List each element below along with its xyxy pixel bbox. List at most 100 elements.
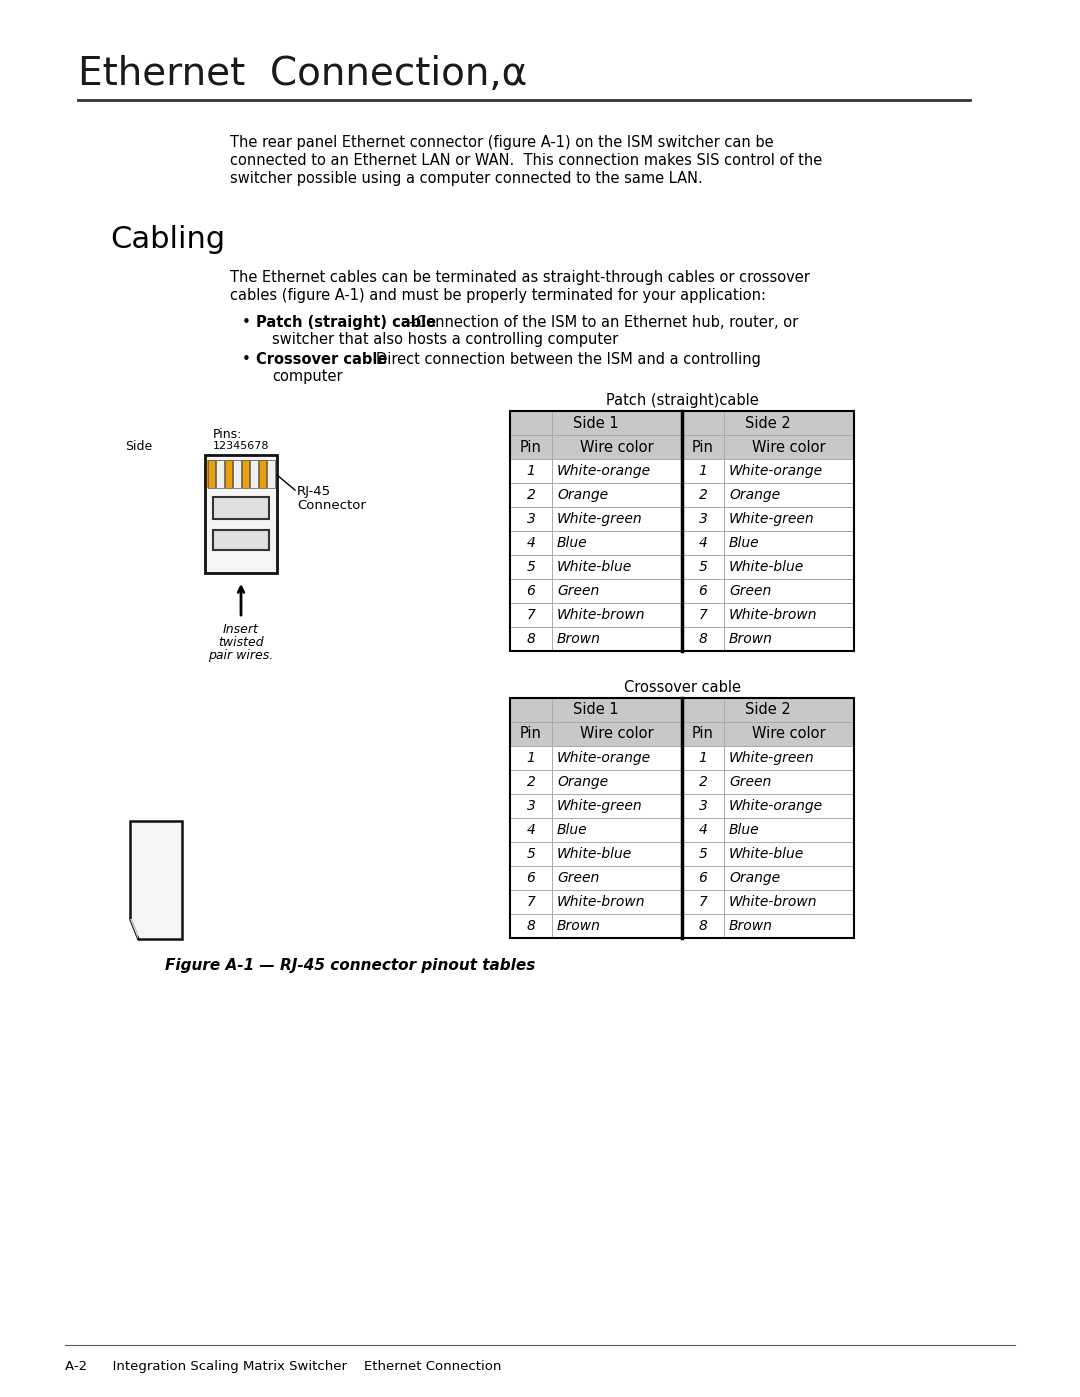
Text: White-brown: White-brown <box>557 608 646 622</box>
Text: White-brown: White-brown <box>729 895 818 909</box>
Bar <box>681 770 854 793</box>
Bar <box>510 555 681 578</box>
Bar <box>510 866 681 890</box>
Text: 4: 4 <box>527 536 536 550</box>
Bar <box>510 722 681 746</box>
Text: –Connection of the ISM to an Ethernet hub, router, or: –Connection of the ISM to an Ethernet hu… <box>404 314 798 330</box>
Text: 2: 2 <box>527 775 536 789</box>
Bar <box>681 914 854 937</box>
Text: Brown: Brown <box>729 919 773 933</box>
Text: Pin: Pin <box>521 440 542 454</box>
Text: 6: 6 <box>699 870 707 886</box>
Text: Orange: Orange <box>557 775 608 789</box>
Bar <box>681 793 854 819</box>
Text: 3: 3 <box>699 511 707 527</box>
Bar <box>681 483 854 507</box>
Bar <box>510 507 681 531</box>
Text: 8: 8 <box>527 631 536 645</box>
Text: 8: 8 <box>699 631 707 645</box>
Bar <box>207 460 275 488</box>
Text: 5: 5 <box>527 560 536 574</box>
Text: Patch (straight) cable: Patch (straight) cable <box>256 314 436 330</box>
Text: Pins:: Pins: <box>213 427 242 441</box>
Bar <box>681 722 854 746</box>
Text: 1: 1 <box>699 464 707 478</box>
Bar <box>267 460 274 488</box>
Text: Crossover cable: Crossover cable <box>623 680 741 694</box>
Text: White-blue: White-blue <box>557 847 632 861</box>
Bar <box>510 434 681 460</box>
Text: Brown: Brown <box>557 631 600 645</box>
Text: 3: 3 <box>527 799 536 813</box>
Bar <box>510 842 681 866</box>
Bar <box>510 483 681 507</box>
Text: RJ-45: RJ-45 <box>297 485 332 497</box>
Text: Brown: Brown <box>557 919 600 933</box>
Text: pair wires.: pair wires. <box>208 650 273 662</box>
Bar <box>510 578 681 604</box>
Text: Brown: Brown <box>729 631 773 645</box>
Bar <box>681 866 854 890</box>
Text: White-blue: White-blue <box>729 847 805 861</box>
Text: cables (figure A-1) and must be properly terminated for your application:: cables (figure A-1) and must be properly… <box>230 288 766 303</box>
Text: 7: 7 <box>699 895 707 909</box>
Bar <box>233 460 241 488</box>
Text: White-orange: White-orange <box>729 464 823 478</box>
Text: Wire color: Wire color <box>580 726 653 742</box>
Text: •: • <box>242 352 251 367</box>
Text: White-brown: White-brown <box>557 895 646 909</box>
Text: A-2      Integration Scaling Matrix Switcher    Ethernet Connection: A-2 Integration Scaling Matrix Switcher … <box>65 1361 501 1373</box>
Bar <box>205 455 276 573</box>
Text: Pin: Pin <box>692 440 714 454</box>
Text: Insert: Insert <box>224 623 259 636</box>
Text: 8: 8 <box>699 919 707 933</box>
Bar <box>510 793 681 819</box>
Text: Blue: Blue <box>557 536 588 550</box>
Text: The Ethernet cables can be terminated as straight-through cables or crossover: The Ethernet cables can be terminated as… <box>230 270 810 285</box>
Bar <box>681 604 854 627</box>
Bar <box>258 460 266 488</box>
Text: 7: 7 <box>527 608 536 622</box>
Text: 5: 5 <box>699 847 707 861</box>
Text: Green: Green <box>557 870 599 886</box>
Text: White-green: White-green <box>557 799 643 813</box>
Text: Blue: Blue <box>729 823 759 837</box>
Bar <box>213 497 269 520</box>
Text: switcher possible using a computer connected to the same LAN.: switcher possible using a computer conne… <box>230 170 703 186</box>
Text: computer: computer <box>272 369 342 384</box>
Text: Pin: Pin <box>521 726 542 742</box>
Text: 3: 3 <box>699 799 707 813</box>
Text: Side 2: Side 2 <box>745 415 791 430</box>
Polygon shape <box>130 821 183 939</box>
Bar <box>681 746 854 770</box>
Bar <box>510 770 681 793</box>
Bar <box>242 460 249 488</box>
Bar <box>681 842 854 866</box>
Bar <box>249 460 257 488</box>
Bar <box>510 698 854 937</box>
Text: Orange: Orange <box>729 488 780 502</box>
Text: White-blue: White-blue <box>557 560 632 574</box>
Text: Connector: Connector <box>297 499 366 511</box>
Text: 6: 6 <box>527 584 536 598</box>
Text: Pin: Pin <box>692 726 714 742</box>
Text: Blue: Blue <box>729 536 759 550</box>
Text: Direct connection between the ISM and a controlling: Direct connection between the ISM and a … <box>376 352 761 367</box>
Text: Wire color: Wire color <box>752 440 826 454</box>
Text: Blue: Blue <box>557 823 588 837</box>
Text: 1: 1 <box>527 752 536 766</box>
Text: 6: 6 <box>699 584 707 598</box>
Bar <box>681 698 854 722</box>
Text: White-brown: White-brown <box>729 608 818 622</box>
Bar <box>681 434 854 460</box>
Text: 2: 2 <box>699 488 707 502</box>
Bar <box>510 531 681 555</box>
Text: Orange: Orange <box>557 488 608 502</box>
Bar <box>510 627 681 651</box>
Text: 12345678: 12345678 <box>213 441 270 451</box>
Bar <box>681 578 854 604</box>
Text: 5: 5 <box>699 560 707 574</box>
Text: 7: 7 <box>699 608 707 622</box>
Text: 5: 5 <box>527 847 536 861</box>
Text: Side 1: Side 1 <box>573 703 619 718</box>
